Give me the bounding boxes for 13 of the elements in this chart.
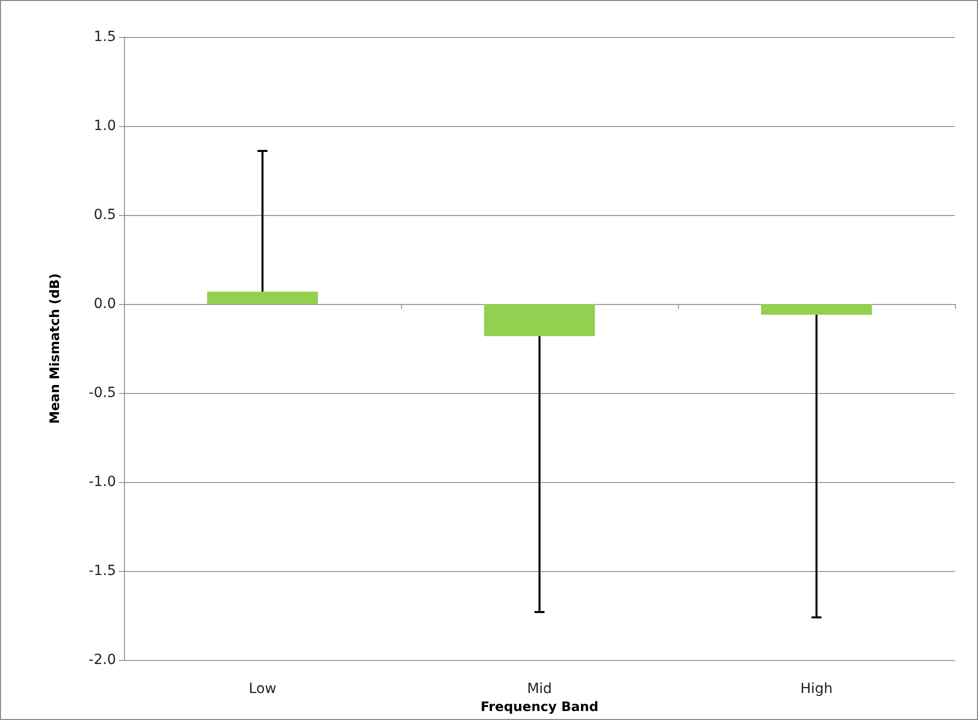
x-axis-title: Frequency Band — [480, 700, 598, 715]
x-tick-label: Low — [248, 681, 276, 698]
y-tick-label: 0.0 — [94, 296, 116, 312]
y-axis-title: Mean Mismatch (dB) — [48, 273, 63, 424]
y-tick-label: 1.5 — [94, 29, 116, 45]
y-tick-label: -0.5 — [88, 385, 116, 402]
y-tick-label: 1.0 — [94, 118, 116, 134]
x-tick-label: High — [800, 681, 833, 698]
y-tick-label: -2.0 — [88, 652, 116, 668]
y-tick-label: 0.5 — [94, 207, 116, 224]
x-tick-label: Mid — [527, 681, 552, 698]
y-tick-label: -1.5 — [88, 563, 116, 580]
y-tick-label: -1.0 — [88, 474, 116, 490]
